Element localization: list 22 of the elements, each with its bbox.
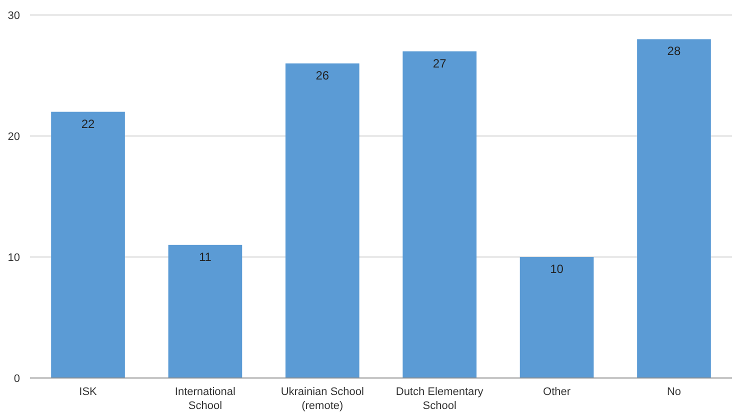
x-tick-label: Other: [543, 386, 571, 398]
y-tick-label: 0: [14, 373, 20, 385]
bar: [285, 63, 360, 378]
data-label: 28: [667, 44, 681, 58]
bar: [637, 39, 711, 378]
x-tick-label: Ukrainian School (remote): [280, 386, 364, 412]
x-tick-label: No: [666, 386, 682, 398]
y-tick-label: 10: [8, 252, 20, 264]
bar: [520, 257, 594, 378]
y-tick-label: 30: [8, 10, 20, 22]
x-tick-label: Dutch Elementary School: [396, 386, 484, 412]
data-label: 11: [198, 250, 212, 264]
bar: [168, 244, 242, 378]
x-tick-label: International School: [174, 386, 236, 412]
y-tick-label: 20: [8, 131, 20, 143]
x-tick-label: ISK: [79, 386, 98, 398]
data-label: 27: [432, 56, 447, 70]
data-label: 10: [550, 262, 564, 276]
data-label: 22: [81, 116, 96, 131]
bar: [402, 51, 477, 378]
bar: [51, 112, 125, 378]
data-label: 26: [316, 68, 330, 82]
